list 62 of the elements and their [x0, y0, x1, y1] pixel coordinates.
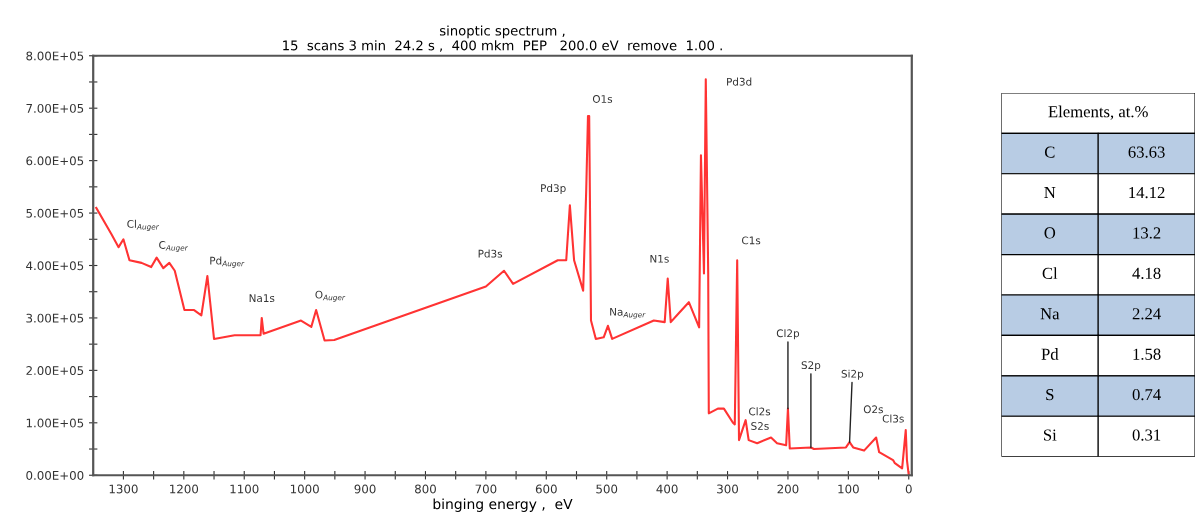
category-label: O	[1044, 227, 1056, 239]
chart-subtitle: 15 scans 3 min 24.2 s , 400 mkm PEP 200.0 eV remove 1.00 .	[283, 40, 722, 52]
category-label: Pd	[1041, 348, 1059, 360]
annotation: Cl2s	[749, 407, 771, 416]
y-tick-label: 4.00E+05	[26, 261, 84, 271]
x-tick-label: 500	[596, 484, 618, 494]
y-tick-label: 0.00E+00	[26, 470, 84, 480]
text: Elements, at.%	[1048, 105, 1148, 120]
y-tick-label: 7.00E+05	[26, 103, 84, 113]
x-tick-label: 1100	[230, 484, 259, 494]
x-tick-label: 0	[905, 484, 912, 494]
annotation: Cl2p	[776, 329, 800, 340]
annotation: Si2p	[841, 369, 864, 380]
x-tick-label: 1000	[290, 484, 319, 494]
y-tick-label: 2.00E+05	[26, 366, 84, 376]
x-tick-label: 1200	[170, 484, 199, 494]
x-axis-title: binging energy , eV	[433, 498, 573, 512]
data-label: 0.74	[1132, 388, 1161, 401]
category-label: Na	[1040, 308, 1060, 320]
x-tick-label: 600	[535, 484, 557, 494]
annotation: Cl$_{Auger}$	[127, 219, 160, 231]
y-tick-label: 3.00E+05	[26, 313, 84, 323]
data-label: 13.2	[1133, 227, 1161, 239]
chart-title: sinoptic spectrum ,	[439, 25, 565, 39]
annotation: Cl3s	[882, 414, 904, 423]
y-tick-label: 5.00E+05	[26, 208, 84, 218]
x-tick-label: 800	[415, 484, 436, 494]
annotation: S2s	[751, 422, 769, 430]
data-label: 14.12	[1129, 186, 1165, 199]
category-label: C	[1044, 146, 1055, 158]
annotation: O2s	[863, 405, 883, 414]
data-label: 4.18	[1132, 267, 1161, 280]
x-tick-label: 300	[717, 484, 739, 494]
x-tick-label: 200	[777, 484, 799, 494]
annotation: S2p	[801, 361, 821, 372]
y-tick-label: 1.00E+05	[26, 418, 84, 428]
annotation: Na$_{Auger}$	[610, 308, 646, 319]
annotation: C$_{Auger}$	[159, 241, 189, 252]
annotation: Pd3p	[541, 184, 566, 195]
x-tick-label: 700	[475, 484, 497, 494]
annotation: Pd3s	[478, 249, 503, 258]
annotation: Pd$_{Auger}$	[210, 256, 245, 268]
data-label: 0.31	[1132, 429, 1161, 441]
y-tick-label: 6.00E+05	[26, 156, 84, 166]
x-tick-label: 400	[656, 484, 678, 494]
data-label: 1.58	[1133, 348, 1161, 360]
x-tick-label: 100	[838, 484, 859, 494]
category-label: Si	[1043, 429, 1057, 441]
x-tick-label: 1300	[109, 484, 138, 494]
category-label: S	[1046, 389, 1054, 401]
x-tick-label: 900	[354, 484, 376, 494]
data-label: 2.24	[1132, 308, 1161, 320]
category-label: Cl	[1042, 267, 1058, 279]
annotation: Pd3d	[727, 77, 752, 86]
annotation: O1s	[592, 95, 613, 103]
data-label: 63.63	[1128, 146, 1165, 158]
annotation: Na1s	[249, 294, 275, 303]
annotation: N1s	[650, 254, 669, 263]
annotation: O$_{Auger}$	[315, 290, 346, 302]
category-label: N	[1044, 187, 1056, 198]
y-tick-label: 8.00E+05	[26, 51, 84, 61]
annotation: C1s	[742, 236, 761, 245]
